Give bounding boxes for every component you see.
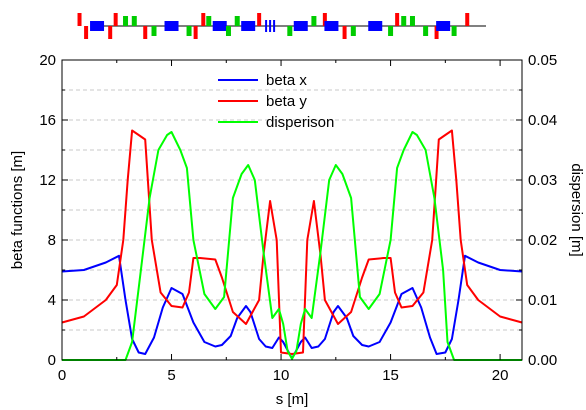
lattice-magnet [311,16,317,26]
lattice-dipole [164,21,179,31]
axis-ticks: 0 5 10 15 20 0 4 8 12 16 20 0.00 0.01 0.02 0.03 0.04 0.0… [39,52,557,384]
lattice-corrector [273,20,276,32]
lattice-dipole [324,21,339,31]
series-line-beta-y [61,129,523,355]
lattice-magnet [84,26,89,39]
lattice-corrector [269,20,272,32]
lattice-magnet [186,26,192,36]
y-right-tick-label: 0.03 [528,172,557,189]
lattice-magnet [401,16,407,26]
y-left-tick-label: 4 [48,292,56,309]
y-right-tick-label: 0.04 [528,112,557,129]
lattice-magnet [342,26,347,39]
y-right-axis-title: dispersion [m] [568,163,585,256]
lattice-magnet [409,16,415,26]
lattice-magnet [434,26,439,39]
x-tick-label: 20 [492,367,509,384]
lattice-magnet [234,16,240,26]
y-left-tick-label: 12 [39,172,56,189]
legend-label-beta-y: beta y [266,93,307,110]
x-tick-label: 5 [167,367,175,384]
lattice-magnet [201,13,206,26]
lattice-magnet [225,26,231,36]
y-left-tick-label: 20 [39,52,56,69]
y-right-tick-label: 0.01 [528,292,557,309]
y-right-tick-label: 0.02 [528,232,557,249]
legend-label-disperison: disperison [266,114,334,131]
lattice-magnet [151,26,157,36]
series-lines [61,129,523,361]
x-tick-label: 10 [273,367,290,384]
lattice-magnet [257,13,262,26]
lattice-magnet [451,26,457,36]
x-tick-label: 15 [382,367,399,384]
lattice-magnet [465,13,470,26]
lattice-magnet-diagram [77,13,486,39]
lattice-magnet [123,16,129,26]
y-left-axis-title: beta functions [m] [9,151,26,269]
series-line-disperison [62,131,522,361]
lattice-magnet [322,13,327,26]
lattice-dipole [293,21,308,31]
lattice-magnet [287,26,293,36]
y-left-tick-label: 0 [48,352,56,369]
lattice-magnet [108,26,113,39]
y-right-tick-label: 0.05 [528,52,557,69]
lattice-magnet [395,13,400,26]
y-left-tick-label: 8 [48,232,56,249]
lattice-dipole [90,21,105,31]
lattice-magnet [350,26,356,36]
lattice-dipole [241,21,256,31]
legend: beta x beta y disperison [218,72,334,131]
x-axis-title: s [m] [276,391,309,408]
lattice-dipole [436,21,451,31]
lattice-magnet [206,16,212,26]
lattice-magnet [77,13,82,26]
lattice-magnet [113,13,118,26]
lattice-magnet [423,26,429,36]
lattice-magnet [193,26,198,39]
lattice-corrector [265,20,268,32]
legend-label-beta-x: beta x [266,72,307,89]
y-left-tick-label: 16 [39,112,56,129]
lattice-dipole [368,21,383,31]
lattice-magnet [388,26,394,36]
lattice-dipole [212,21,227,31]
y-right-tick-label: 0.00 [528,352,557,369]
x-tick-label: 0 [58,367,66,384]
lattice-magnet [143,26,148,39]
lattice-magnet [131,16,137,26]
